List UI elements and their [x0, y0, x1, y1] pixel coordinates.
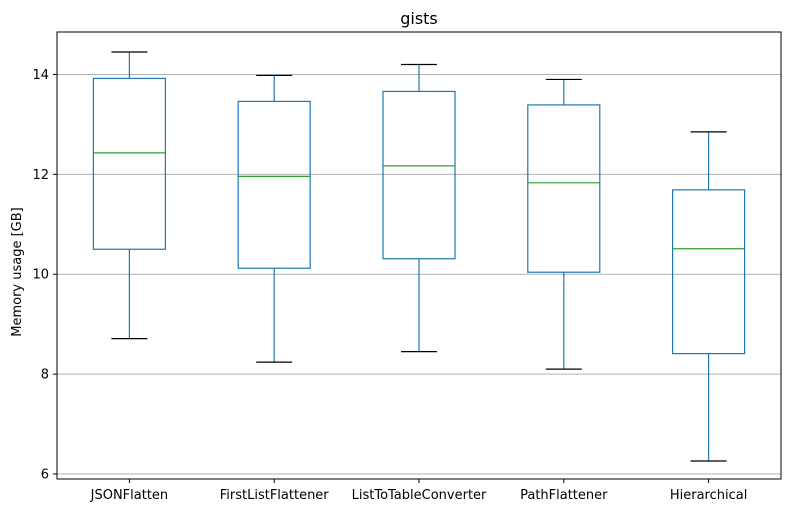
x-tick-label: PathFlattener [520, 488, 608, 503]
box-plot-0 [92, 51, 167, 340]
y-axis-label: Memory usage [GB] [10, 207, 25, 337]
box-plots [92, 51, 746, 462]
iqr-box [237, 100, 311, 269]
iqr-box [527, 104, 601, 273]
iqr-box [671, 189, 746, 355]
y-tick-label: 8 [41, 368, 49, 383]
box-plot-2 [382, 63, 456, 353]
y-tick-label: 14 [32, 68, 49, 83]
axes: 6 8 10 12 14 JSONFlatten FirstListFlattener Lis… [32, 68, 747, 503]
y-tick-label: 12 [32, 168, 49, 183]
box-plot-4 [671, 131, 746, 462]
iqr-box [92, 77, 167, 250]
x-tick-label: Hierarchical [670, 488, 747, 503]
iqr-box [382, 90, 456, 260]
y-tick-label: 10 [32, 268, 49, 283]
x-tick-label: ListToTableConverter [352, 488, 487, 503]
y-tick-label: 6 [41, 468, 49, 483]
x-tick-label: JSONFlatten [90, 488, 169, 503]
x-tick-label: FirstListFlattener [220, 488, 330, 503]
plot-frame [56, 31, 782, 480]
box-plot-1 [237, 74, 311, 363]
box-plot-3 [527, 78, 601, 370]
chart-title: gists [400, 9, 438, 28]
